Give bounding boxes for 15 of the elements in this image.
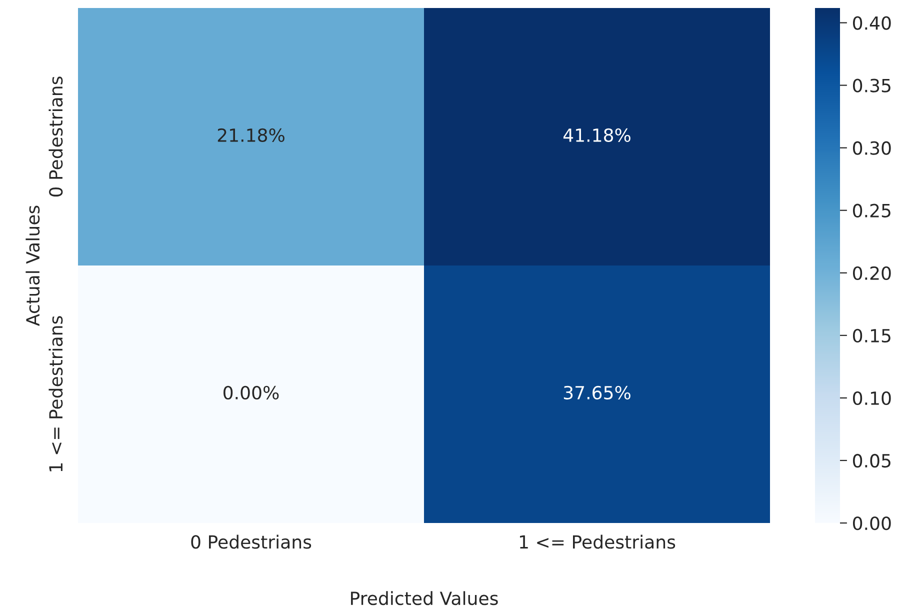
data-label: 37.65% [564,386,630,400]
data-label: 0.00% [224,386,279,400]
color-bar-label: 0.25 [852,204,890,218]
color-bar-label: 0.00 [852,516,891,530]
x-axis-title: Predicted Values [351,591,498,606]
y-axis-title: Actual Values [26,206,40,326]
color-bar-label: 0.15 [852,328,890,343]
color-bar-label: 0.30 [852,141,891,155]
data-label: 41.18% [563,128,630,142]
color-bar-label: 0.10 [852,391,891,406]
color-bar-label: 0.05 [852,454,890,468]
color-bar-label: 0.40 [852,16,891,30]
color-bar-label: 0.35 [852,78,890,92]
color-bar-label: 0.20 [852,266,891,280]
data-label: 21.18% [218,128,284,142]
